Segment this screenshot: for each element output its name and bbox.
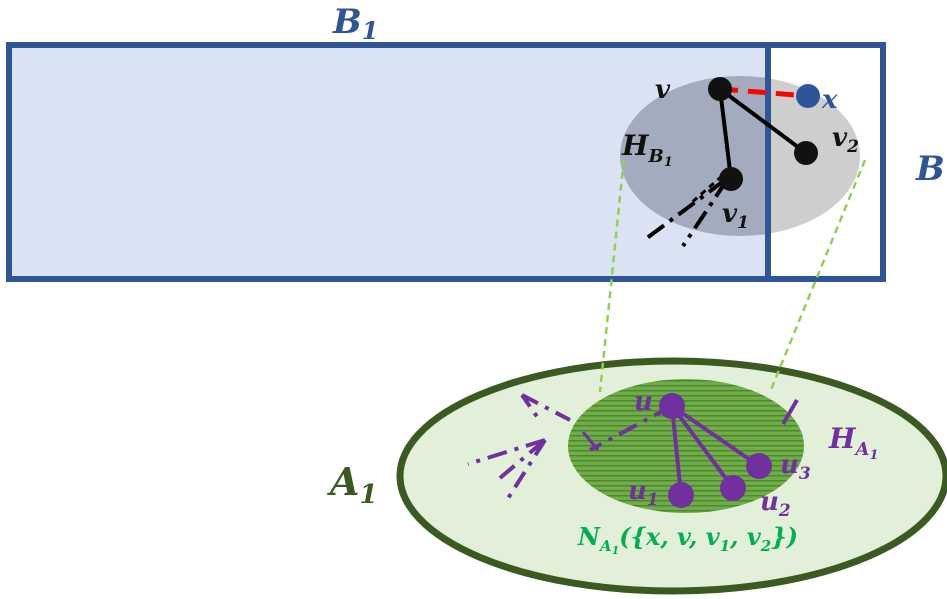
node-u1 xyxy=(668,482,694,508)
ray-a-2 xyxy=(520,393,542,423)
label-node-v1: v1 xyxy=(722,199,749,233)
label-node-u2: u2 xyxy=(760,487,791,521)
ray-u-right xyxy=(781,398,799,426)
label-node-v: v xyxy=(655,75,671,105)
label-HB1: HB1 xyxy=(621,129,673,170)
label-node-u1: u1 xyxy=(628,476,659,510)
label-node-v2: v2 xyxy=(832,123,859,157)
ray-v1-b xyxy=(681,178,729,248)
edge-u-u2 xyxy=(670,404,735,490)
ray-a-5 xyxy=(505,438,547,502)
label-node-x: x xyxy=(821,85,838,115)
label-NA1: NA1({x, v, v1, v2}) xyxy=(577,522,798,557)
node-x xyxy=(796,84,820,108)
ray-u-left xyxy=(589,404,673,452)
node-u2 xyxy=(720,475,746,501)
edge-u-u3 xyxy=(670,404,761,468)
ray-v1-a xyxy=(645,178,727,240)
edge-u-u1 xyxy=(670,405,683,496)
node-v2 xyxy=(794,141,818,165)
ray-a-3 xyxy=(467,438,546,466)
edge-v-v2 xyxy=(718,87,808,155)
connector-right xyxy=(768,159,867,393)
node-v1 xyxy=(719,167,743,191)
connector-left xyxy=(598,147,627,393)
ray-a-1 xyxy=(521,393,571,422)
label-B: B xyxy=(915,149,945,189)
node-u xyxy=(659,393,685,419)
label-node-u: u xyxy=(634,387,653,417)
label-B1: B1 xyxy=(332,2,378,45)
label-A1: A1 xyxy=(327,459,378,510)
ray-v1-c xyxy=(689,174,723,206)
ray-a-4 xyxy=(498,438,547,480)
ray-a-6 xyxy=(581,431,600,451)
edge-v-x xyxy=(719,86,809,99)
edge-v-v1 xyxy=(718,88,733,180)
label-HA1: HA1 xyxy=(828,422,878,463)
label-node-u3: u3 xyxy=(780,450,811,484)
HB1-ellipse-left xyxy=(620,76,768,236)
HA1-ellipse xyxy=(568,379,804,513)
node-v xyxy=(708,77,732,101)
node-u3 xyxy=(746,453,772,479)
